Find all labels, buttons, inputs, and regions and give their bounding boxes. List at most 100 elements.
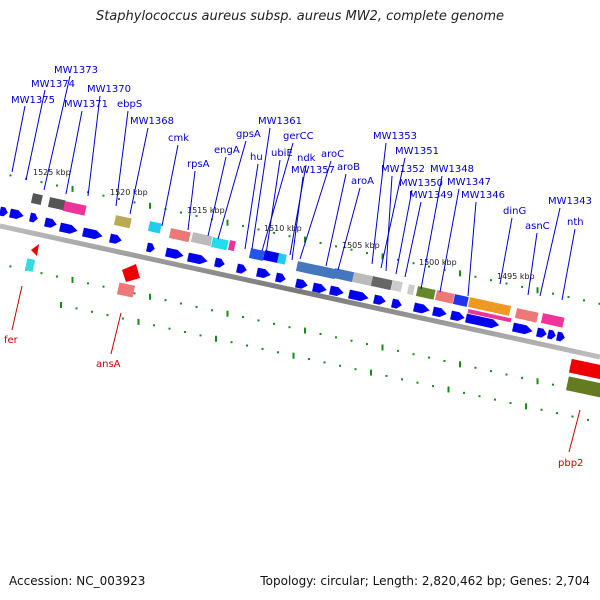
gene-label-MW1368[interactable]: MW1368 [130, 116, 174, 127]
tick-mark [149, 202, 151, 209]
gene-label-MW1350[interactable]: MW1350 [399, 178, 443, 189]
gene-arrow-shape [59, 222, 78, 234]
gene-label-MW1349[interactable]: MW1349 [409, 190, 453, 201]
gene-arrow [391, 298, 402, 309]
gene-label-rpsA[interactable]: rpsA [187, 159, 210, 170]
gene-label-MW1343[interactable]: MW1343 [548, 196, 592, 207]
kbp-label: 1520 kbp [110, 188, 148, 197]
tick-mark [168, 327, 171, 330]
gene-label-gpsA[interactable]: gpsA [236, 129, 261, 140]
gene-arrow-shape [450, 310, 465, 322]
gene-label-MW1357[interactable]: MW1357 [291, 165, 335, 176]
tick-mark [164, 299, 167, 302]
tick-mark [9, 265, 12, 268]
gene-label-aroB[interactable]: aroB [337, 162, 360, 173]
tick-mark [412, 262, 415, 265]
gene-label-aroA[interactable]: aroA [351, 176, 374, 187]
tick-mark [226, 310, 229, 317]
gene-label-ebpS[interactable]: ebpS [117, 99, 142, 110]
gene-label-gerCC[interactable]: gerCC [283, 131, 314, 142]
gene-ansA-arrow[interactable] [122, 264, 140, 282]
map-title: Staphylococcus aureus subsp. aureus MW2,… [95, 9, 505, 24]
tick-mark [598, 302, 600, 305]
leader-fer [11, 285, 23, 331]
gene-arrow-shape [413, 302, 430, 314]
gene-box [248, 248, 265, 261]
tick-mark [102, 285, 105, 288]
leader-ansA [110, 312, 122, 355]
gene-label-engA[interactable]: engA [214, 145, 240, 156]
accession-text: Accession: NC_003923 [9, 574, 146, 588]
gene-label-MW1370[interactable]: MW1370 [87, 84, 131, 95]
gene-label-dinG[interactable]: dinG [503, 206, 526, 217]
gene-label-MW1361[interactable]: MW1361 [258, 116, 302, 127]
gene-label-cmk[interactable]: cmk [168, 133, 189, 144]
gene-arrow [432, 306, 447, 318]
gene-label-ansA[interactable]: ansA [96, 359, 121, 370]
gene-box [415, 286, 436, 300]
gene-arrow [348, 289, 369, 302]
gene-box [467, 297, 512, 316]
gene-ansA-box[interactable] [116, 282, 136, 298]
gene-fer-box[interactable] [24, 258, 36, 272]
tick-mark [304, 236, 306, 243]
tick-mark [56, 275, 58, 278]
gene-pbp2-box[interactable] [565, 376, 600, 398]
gene-label-ubiE[interactable]: ubiE [271, 148, 293, 159]
leader-line [244, 163, 259, 250]
gene-label-aroC[interactable]: aroC [321, 149, 344, 160]
leader-line [385, 175, 393, 272]
gene-arrow [9, 208, 24, 220]
kbp-label: 1500 kbp [419, 258, 457, 267]
gene-arrow [29, 212, 38, 223]
gene-arrow-shape [236, 263, 247, 274]
gene-label-fer[interactable]: fer [4, 335, 19, 346]
gene-label-MW1347[interactable]: MW1347 [447, 177, 491, 188]
gene-arrow [187, 252, 208, 265]
gene-arrow-shape [275, 272, 286, 283]
tick-mark [463, 391, 465, 394]
gene-label-ndk[interactable]: ndk [297, 153, 316, 164]
tick-mark [242, 225, 244, 228]
leader-line [325, 173, 347, 267]
gene-label-MW1371[interactable]: MW1371 [64, 99, 108, 110]
tick-mark [416, 381, 419, 384]
leader-line [539, 207, 561, 297]
gene-label-MW1352[interactable]: MW1352 [381, 164, 425, 175]
tick-mark [474, 366, 477, 369]
tick-mark [75, 307, 78, 310]
gene-box-shape [276, 253, 287, 265]
gene-arrow [275, 272, 286, 283]
gene-label-asnC[interactable]: asnC [525, 221, 550, 232]
gene-arrow [556, 331, 565, 342]
gene-label-hu[interactable]: hu [250, 152, 263, 163]
gene-label-MW1374[interactable]: MW1374 [31, 79, 75, 90]
gene-label-nth[interactable]: nth [567, 217, 584, 228]
gene-pbp2-arrow[interactable] [568, 358, 600, 380]
gene-fer[interactable] [31, 244, 39, 256]
gene-track [0, 193, 565, 342]
gene-label-MW1353[interactable]: MW1353 [373, 131, 417, 142]
gene-label-MW1346[interactable]: MW1346 [461, 190, 505, 201]
gene-arrow-shape [348, 289, 369, 302]
leader-line [380, 157, 406, 269]
gene-arrow [536, 327, 547, 338]
gene-label-MW1348[interactable]: MW1348 [430, 164, 474, 175]
gene-label-pbp2[interactable]: pbp2 [558, 458, 583, 469]
gene-label-MW1373[interactable]: MW1373 [54, 65, 98, 76]
gene-arrow-shape [329, 285, 344, 297]
gene-label-MW1375[interactable]: MW1375 [11, 95, 55, 106]
gene-arrow [146, 242, 155, 253]
tick-mark [552, 292, 554, 295]
tick-mark [505, 282, 508, 285]
gene-box-shape [467, 309, 512, 323]
tick-mark [211, 309, 213, 312]
tick-mark [505, 373, 508, 376]
gene-box [30, 193, 43, 206]
tick-mark [397, 349, 399, 352]
tick-mark [587, 418, 589, 421]
gene-label-MW1351[interactable]: MW1351 [395, 146, 439, 157]
tick-mark [40, 181, 43, 184]
gene-box-shape [262, 250, 281, 264]
gene-box-shape [390, 280, 403, 293]
